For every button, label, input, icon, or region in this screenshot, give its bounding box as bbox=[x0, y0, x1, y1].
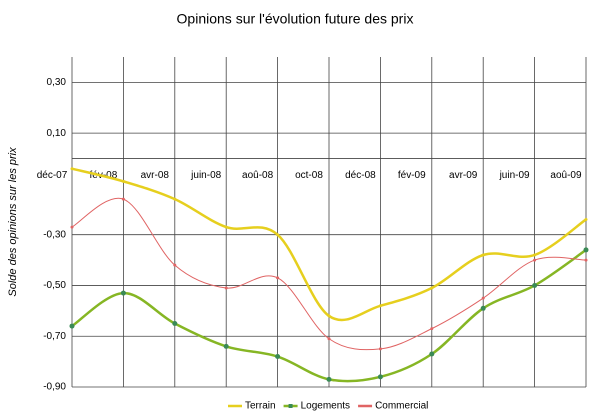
data-point bbox=[378, 347, 382, 351]
data-point bbox=[533, 253, 537, 257]
series-line bbox=[71, 197, 587, 351]
data-point bbox=[276, 276, 280, 280]
y-axis-title: Solde des opinions sur les prix bbox=[7, 147, 19, 297]
x-tick-label: avr-08 bbox=[141, 170, 170, 181]
data-point bbox=[327, 337, 331, 341]
data-point bbox=[480, 305, 486, 311]
data-point bbox=[378, 304, 382, 308]
x-tick-label: juin-08 bbox=[190, 170, 221, 181]
series-line bbox=[71, 167, 587, 322]
x-tick-label: oct-08 bbox=[295, 170, 323, 181]
data-point bbox=[276, 233, 280, 237]
legend-label: Commercial bbox=[375, 401, 428, 412]
data-point bbox=[275, 354, 281, 360]
x-tick-label: aoû-09 bbox=[550, 170, 582, 181]
data-point bbox=[584, 217, 588, 221]
data-point bbox=[326, 376, 332, 382]
data-point bbox=[121, 179, 125, 183]
data-point bbox=[69, 323, 75, 329]
data-point bbox=[430, 286, 434, 290]
data-point bbox=[121, 197, 125, 201]
chart-title: Opinions sur l'évolution future des prix bbox=[177, 11, 414, 27]
data-point bbox=[224, 286, 228, 290]
data-point bbox=[173, 263, 177, 267]
data-point bbox=[70, 167, 74, 171]
y-tick-label: -0,30 bbox=[43, 229, 66, 240]
x-tick-label: fév-09 bbox=[398, 170, 426, 181]
data-point bbox=[327, 314, 331, 318]
y-tick-label: 0,30 bbox=[47, 77, 67, 88]
data-point bbox=[172, 321, 178, 327]
data-point bbox=[120, 290, 126, 296]
data-point bbox=[584, 258, 588, 262]
y-tick-label: -0,50 bbox=[43, 280, 66, 291]
x-tick-label: avr-09 bbox=[449, 170, 478, 181]
y-tick-label: -0,70 bbox=[43, 331, 66, 342]
data-point bbox=[377, 374, 383, 380]
y-tick-label: -0,90 bbox=[43, 382, 66, 393]
data-point bbox=[481, 296, 485, 300]
data-point bbox=[223, 343, 229, 349]
data-point bbox=[532, 282, 538, 288]
legend-label: Terrain bbox=[245, 401, 276, 412]
data-point bbox=[173, 197, 177, 201]
data-point bbox=[430, 327, 434, 331]
x-tick-label: juin-09 bbox=[499, 170, 530, 181]
data-point bbox=[70, 225, 74, 229]
x-tick-label: aoû-08 bbox=[242, 170, 274, 181]
y-tick-label: 0,10 bbox=[47, 128, 67, 139]
data-point bbox=[583, 247, 589, 253]
x-tick-label: déc-07 bbox=[37, 170, 68, 181]
data-point bbox=[481, 253, 485, 257]
data-point bbox=[224, 225, 228, 229]
data-point bbox=[533, 258, 537, 262]
legend-label: Logements bbox=[301, 401, 350, 412]
x-tick-label: déc-08 bbox=[345, 170, 376, 181]
legend-marker bbox=[288, 404, 293, 408]
data-point bbox=[429, 351, 435, 357]
